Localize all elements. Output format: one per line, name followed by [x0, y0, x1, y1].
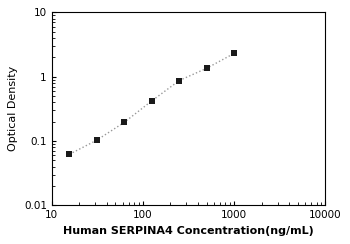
Point: [121, 120, 127, 124]
Point: [66, 152, 72, 156]
Point: [204, 66, 210, 70]
Point: [176, 79, 182, 82]
Point: [94, 138, 100, 142]
Y-axis label: Optical Density: Optical Density: [8, 66, 18, 152]
Point: [231, 51, 237, 55]
Point: [149, 99, 155, 103]
X-axis label: Human SERPINA4 Concentration(ng/mL): Human SERPINA4 Concentration(ng/mL): [63, 226, 314, 236]
